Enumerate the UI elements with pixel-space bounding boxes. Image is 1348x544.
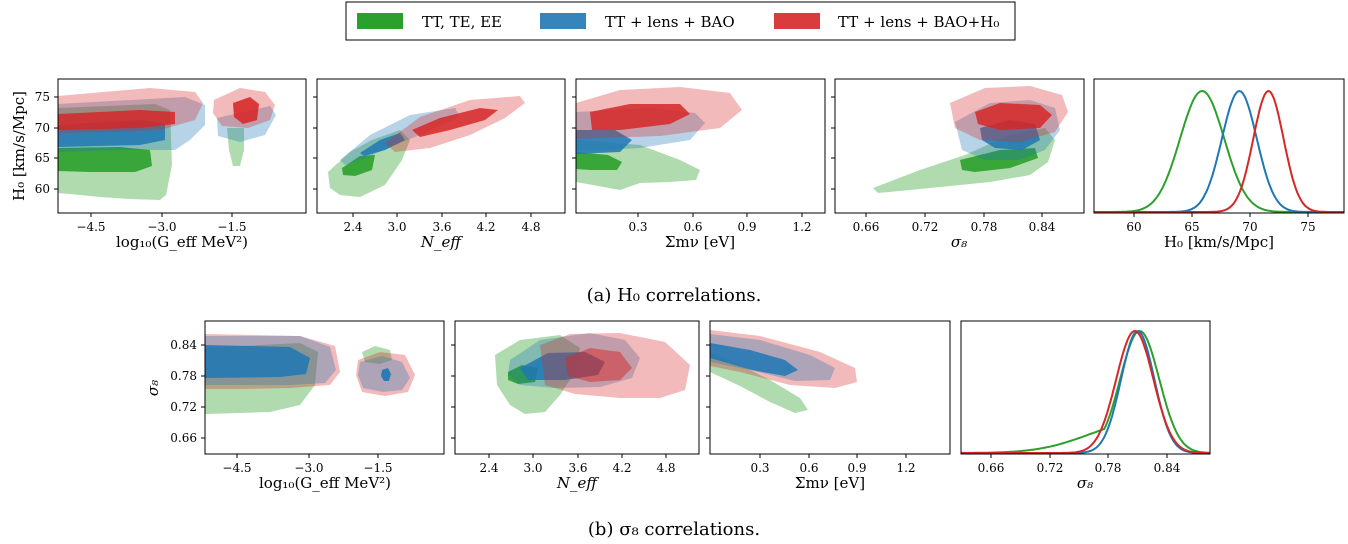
- row-a-ticks: [54, 96, 1309, 217]
- xlabel-h0: H₀ [km/s/Mpc]: [1164, 233, 1274, 251]
- ylabel-h0: H₀ [km/s/Mpc]: [10, 91, 28, 201]
- xlabel-log10geff: log₁₀(G_eff MeV²): [259, 474, 391, 492]
- xtick: 0.66: [853, 220, 880, 234]
- panel-sigma8-neff: [454, 320, 700, 455]
- xtick: −1.5: [217, 220, 246, 234]
- xtick: 3.6: [432, 220, 451, 234]
- xtick: 4.2: [476, 220, 495, 234]
- xtick: 4.8: [521, 220, 540, 234]
- xtick: 0.6: [683, 220, 702, 234]
- panel-h0-sigma8: [834, 78, 1085, 214]
- panel-sigma8-posterior: [960, 320, 1211, 455]
- contour-blue-B3: [710, 334, 835, 381]
- xtick: 75: [1300, 220, 1315, 234]
- xtick: 0.84: [1029, 220, 1056, 234]
- xtick: −3.0: [294, 461, 323, 475]
- contour-red-A1: [58, 88, 275, 133]
- xtick: 1.2: [792, 220, 811, 234]
- legend-label-0: TT, TE, EE: [422, 13, 502, 31]
- xtick: 3.6: [568, 461, 587, 475]
- posterior-blue-h0: [1094, 89, 1344, 213]
- panel-h0-mnu: [575, 78, 826, 214]
- xtick: 0.72: [1037, 461, 1064, 475]
- xtick: −3.0: [147, 220, 176, 234]
- xtick: 0.9: [847, 461, 866, 475]
- panel-sigma8-log10geff: [204, 320, 445, 455]
- ytick: 0.66: [170, 431, 197, 445]
- legend: TT, TE, EE TT + lens + BAO TT + lens + B…: [345, 1, 1016, 41]
- xtick: 0.6: [799, 461, 818, 475]
- posterior-green-sigma8: [961, 329, 1210, 454]
- xtick: 4.8: [656, 461, 675, 475]
- xtick: −4.5: [76, 220, 105, 234]
- xtick: −1.5: [363, 461, 392, 475]
- contour-green-B3: [710, 352, 808, 413]
- contour-blue-B1: [205, 336, 410, 392]
- legend-swatch-blue: [540, 13, 586, 29]
- xtick: 0.3: [628, 220, 647, 234]
- xtick: 0.78: [1095, 461, 1122, 475]
- xlabel-neff: N_eff: [420, 233, 464, 251]
- legend-label-2: TT + lens + BAO+H₀: [838, 13, 999, 31]
- ytick: 60: [35, 182, 50, 196]
- contour-red-B3: [710, 330, 857, 388]
- contour-blue-A1: [58, 97, 276, 152]
- ytick: 70: [35, 121, 50, 135]
- contour-red-A2: [385, 96, 525, 152]
- xtick: 0.78: [971, 220, 998, 234]
- xlabel-log10geff: log₁₀(G_eff MeV²): [116, 233, 248, 251]
- xlabel-mnu: Σmν [eV]: [795, 474, 865, 492]
- xtick: 70: [1242, 220, 1257, 234]
- xtick: 1.2: [896, 461, 915, 475]
- xlabel-mnu: Σmν [eV]: [665, 233, 735, 251]
- legend-label-1: TT + lens + BAO: [605, 13, 735, 31]
- legend-swatch-green: [357, 13, 403, 29]
- xtick: 0.66: [978, 461, 1005, 475]
- xtick: 2.4: [479, 461, 498, 475]
- row-a-tick-labels: 75 70 65 60 −4.5 −3.0 −1.5 2.4 3.0 3.6 4…: [10, 90, 1316, 251]
- contour-red-A4: [950, 86, 1068, 142]
- xlabel-sigma8: σ₈: [1077, 474, 1093, 492]
- ytick: 75: [35, 90, 50, 104]
- ytick: 65: [35, 151, 50, 165]
- row-b-tick-labels: 0.84 0.78 0.72 0.66 −4.5 −3.0 −1.5 2.4 3…: [144, 338, 1181, 492]
- contour-red-B2: [540, 333, 690, 398]
- caption-a: (a) H₀ correlations.: [587, 285, 762, 306]
- xtick: 60: [1126, 220, 1141, 234]
- panel-sigma8-mnu: [709, 320, 951, 455]
- xtick: −4.5: [222, 461, 251, 475]
- xtick: 0.9: [737, 220, 756, 234]
- xtick: 0.3: [750, 461, 769, 475]
- row-b-ticks: [201, 344, 1168, 458]
- ytick: 0.72: [170, 400, 197, 414]
- ytick: 0.78: [170, 369, 197, 383]
- panel-h0-posterior: [1093, 78, 1345, 214]
- xtick: 4.2: [612, 461, 631, 475]
- panel-h0-log10geff: [57, 78, 307, 214]
- contour-red-A3: [576, 87, 742, 139]
- xtick: 65: [1184, 220, 1199, 234]
- xtick: 3.0: [387, 220, 406, 234]
- xlabel-neff: N_eff: [556, 474, 600, 492]
- ytick: 0.84: [170, 338, 197, 352]
- panel-h0-neff: [316, 78, 566, 214]
- caption-b: (b) σ₈ correlations.: [588, 519, 760, 540]
- posterior-red-sigma8: [961, 329, 1210, 454]
- xtick: 3.0: [523, 461, 542, 475]
- xtick: 0.72: [912, 220, 939, 234]
- posterior-red-h0: [1094, 90, 1344, 213]
- xtick: 0.84: [1154, 461, 1181, 475]
- ylabel-sigma8: σ₈: [144, 380, 162, 396]
- legend-swatch-red: [774, 13, 820, 29]
- contour-blue-A2: [340, 108, 460, 165]
- xlabel-sigma8: σ₈: [951, 233, 967, 251]
- xtick: 2.4: [343, 220, 362, 234]
